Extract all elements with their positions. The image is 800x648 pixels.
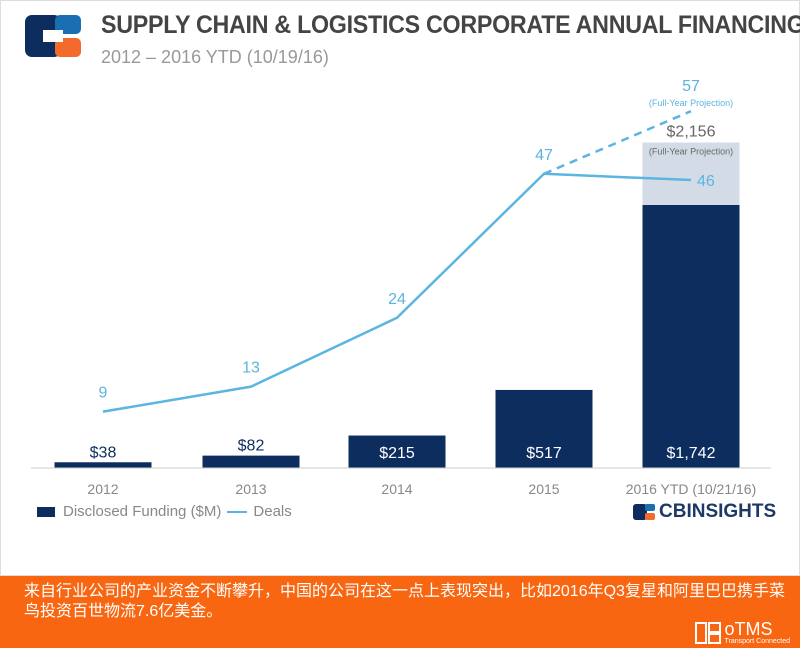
funding-bar-label: $38 [90, 444, 117, 461]
chart-subtitle: 2012 – 2016 YTD (10/19/16) [101, 47, 329, 67]
otms-logo: oTMS Transport Connected [694, 619, 791, 645]
legend-line-swatch [227, 510, 248, 513]
funding-bar-label: $82 [238, 438, 265, 455]
footer-banner: 来自行业公司的产业资金不断攀升，中国的公司在这一点上表现突出，比如2016年Q3… [0, 576, 800, 648]
funding-bar-label: $517 [526, 445, 562, 462]
footer-text: 来自行业公司的产业资金不断攀升，中国的公司在这一点上表现突出，比如2016年Q3… [24, 583, 785, 620]
funding-bar [54, 462, 152, 468]
legend-funding: Disclosed Funding ($M) [63, 503, 222, 520]
deals-point-label: 24 [388, 291, 406, 308]
chart-title: SUPPLY CHAIN & LOGISTICS CORPORATE ANNUA… [101, 11, 800, 39]
deals-projection-note: (Full-Year Projection) [649, 98, 733, 108]
x-tick-label: 2013 [235, 481, 266, 497]
funding-bar [348, 435, 446, 468]
deals-point-label: 47 [535, 147, 553, 164]
legend-bar-swatch [37, 506, 55, 517]
projection-bar-label: $2,156 [667, 123, 716, 140]
x-tick-label: 2015 [528, 481, 559, 497]
deals-projection-line [543, 110, 692, 175]
funding-bar [202, 455, 300, 468]
funding-bar [495, 389, 593, 468]
chart-frame: SUPPLY CHAIN & LOGISTICS CORPORATE ANNUA… [0, 0, 800, 576]
funding-bar [642, 205, 740, 468]
legend-deals: Deals [253, 503, 292, 520]
otms-tagline: Transport Connected [724, 638, 791, 645]
otms-logo-icon [694, 621, 721, 644]
deals-line [102, 172, 692, 413]
cb-insights-logo-icon [25, 15, 81, 57]
x-tick-label: 2014 [381, 481, 412, 497]
x-tick-label: 2016 YTD (10/21/16) [626, 481, 757, 497]
funding-bar-label: $215 [379, 445, 415, 462]
cbinsights-mark-icon [633, 504, 655, 520]
cbinsights-brand: CBINSIGHTS [633, 501, 776, 523]
deals-point-label: 46 [697, 173, 715, 190]
chart: $2,156 (Full-Year Projection) $38 $82 $215 $5… [31, 78, 771, 497]
otms-text: oTMS [724, 619, 773, 639]
deals-projection-label: 57 [682, 78, 700, 95]
cbinsights-text: CBINSIGHTS [659, 501, 777, 522]
x-tick-label: 2012 [87, 481, 118, 497]
projection-bar-note: (Full-Year Projection) [649, 146, 733, 156]
funding-bar-label: $1,742 [667, 445, 716, 462]
deals-point-label: 9 [99, 385, 108, 402]
deals-point-label: 13 [242, 360, 260, 377]
legend: Disclosed Funding ($M) Deals [37, 503, 292, 520]
